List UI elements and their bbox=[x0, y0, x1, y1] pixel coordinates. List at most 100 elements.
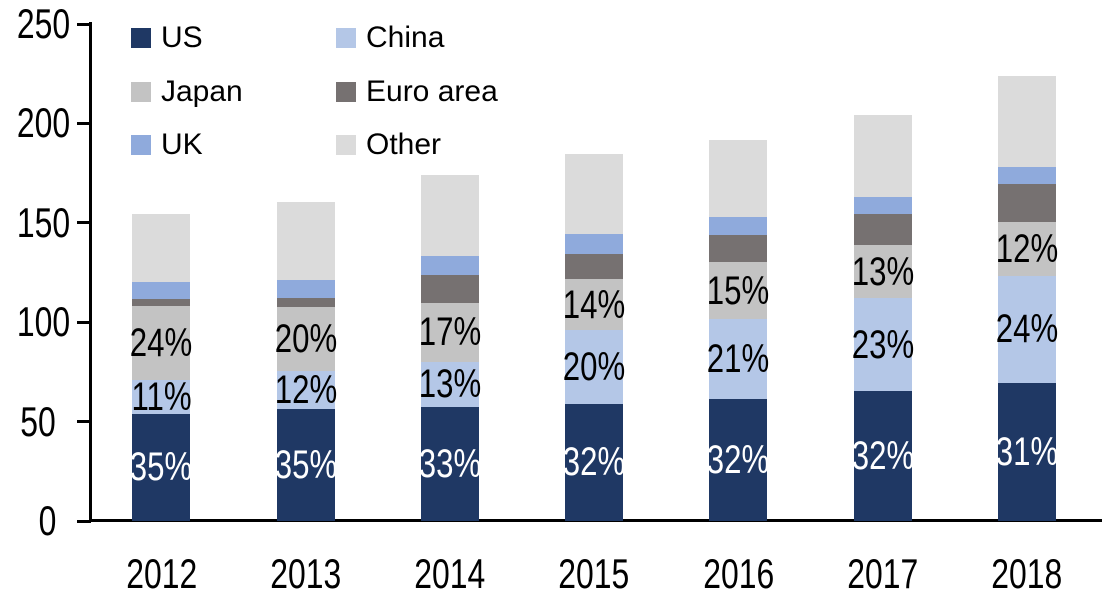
y-axis-tick-0 bbox=[77, 519, 91, 523]
bar-label-us-2013: 35% bbox=[236, 445, 376, 485]
bar-segment-japan-2012 bbox=[132, 306, 191, 381]
bar-label-us-2012: 35% bbox=[91, 447, 231, 487]
legend-swatch-other-icon bbox=[336, 135, 356, 155]
bar-label-japan-2014: 17% bbox=[380, 312, 520, 352]
bar-segment-us-2017 bbox=[853, 391, 912, 521]
y-axis-tick-label-0: 0 bbox=[0, 500, 56, 542]
y-axis-tick-250 bbox=[77, 22, 91, 26]
bar-label-china-2014: 13% bbox=[380, 364, 520, 404]
x-axis-label-2012: 2012 bbox=[89, 553, 233, 595]
x-axis-label-2014-text: 2014 bbox=[414, 550, 486, 597]
bar-label-japan-2012: 24% bbox=[91, 323, 231, 363]
bar-segment-uk-2014 bbox=[420, 256, 479, 275]
bar-segment-japan-2015 bbox=[565, 279, 624, 331]
bar-label-china-2014-text: 13% bbox=[418, 362, 482, 407]
legend-label-us-text: US bbox=[161, 21, 203, 54]
bar-label-china-2017: 23% bbox=[813, 325, 953, 365]
bar-segment-other-2017 bbox=[853, 115, 912, 197]
bar-segment-us-2016 bbox=[709, 399, 768, 521]
x-axis-label-2017: 2017 bbox=[811, 553, 955, 595]
y-axis-tick-200 bbox=[77, 121, 91, 125]
bar-label-china-2015: 20% bbox=[524, 347, 664, 387]
y-axis-tick-label-0-text: 0 bbox=[38, 497, 56, 544]
x-axis-label-2016-text: 2016 bbox=[702, 550, 774, 597]
bar-label-us-2012-text: 35% bbox=[130, 445, 193, 490]
y-axis-tick-label-50-text: 50 bbox=[20, 397, 56, 445]
bar-segment-other-2015 bbox=[565, 154, 624, 235]
bar-label-japan-2016-text: 15% bbox=[707, 268, 770, 313]
bar-label-china-2018-text: 24% bbox=[995, 307, 1058, 352]
bar-label-japan-2017-text: 13% bbox=[851, 249, 914, 294]
bar-label-china-2013: 12% bbox=[236, 370, 376, 410]
bar-label-us-2017: 32% bbox=[813, 436, 953, 476]
bar-segment-china-2015 bbox=[565, 330, 624, 404]
bar-segment-us-2012 bbox=[132, 413, 191, 521]
y-axis-line bbox=[89, 22, 92, 522]
bar-segment-other-2012 bbox=[132, 214, 191, 283]
legend-label-uk-text: UK bbox=[161, 128, 203, 161]
bar-label-china-2016-text: 21% bbox=[707, 337, 770, 382]
legend-label-us: US bbox=[161, 22, 203, 54]
bar-segment-china-2012 bbox=[132, 380, 191, 414]
y-axis-tick-100 bbox=[77, 320, 91, 324]
bar-segment-us-2015 bbox=[565, 403, 624, 521]
bar-2013 bbox=[276, 0, 335, 521]
bar-label-japan-2018: 12% bbox=[957, 229, 1097, 269]
bar-segment-uk-2018 bbox=[997, 167, 1056, 185]
legend-swatch-uk-icon bbox=[131, 135, 151, 155]
legend-label-japan: Japan bbox=[161, 75, 243, 108]
bar-2014 bbox=[420, 0, 479, 521]
legend-swatch-us-icon bbox=[131, 28, 151, 48]
y-axis-tick-label-100-text: 100 bbox=[16, 298, 71, 346]
bar-segment-other-2013 bbox=[276, 201, 335, 281]
bar-label-us-2017-text: 32% bbox=[851, 434, 914, 479]
bar-segment-japan-2017 bbox=[853, 245, 912, 298]
x-axis-label-2013-text: 2013 bbox=[270, 550, 342, 597]
bar-segment-euro-area-2017 bbox=[853, 214, 912, 246]
x-axis-label-2017-text: 2017 bbox=[847, 550, 919, 597]
x-axis-label-2015-text: 2015 bbox=[558, 550, 630, 597]
legend-swatch-japan-icon bbox=[131, 81, 151, 102]
bar-segment-other-2016 bbox=[709, 140, 768, 218]
bar-label-china-2015-text: 20% bbox=[562, 345, 626, 390]
bar-segment-euro-area-2014 bbox=[420, 274, 479, 303]
x-axis-label-2014: 2014 bbox=[378, 553, 522, 595]
y-axis-tick-label-200-text: 200 bbox=[16, 99, 71, 147]
bar-segment-china-2016 bbox=[709, 319, 768, 400]
bar-segment-japan-2014 bbox=[420, 302, 479, 362]
bar-segment-euro-area-2015 bbox=[565, 253, 624, 280]
y-axis-tick-label-250-text: 250 bbox=[16, 0, 71, 47]
y-axis-tick-label-200: 200 bbox=[0, 102, 70, 144]
bar-segment-japan-2016 bbox=[709, 262, 768, 320]
bar-segment-euro-area-2013 bbox=[276, 297, 335, 308]
bar-segment-japan-2018 bbox=[997, 222, 1056, 276]
y-axis-tick-50 bbox=[77, 420, 91, 424]
bar-label-japan-2013-text: 20% bbox=[274, 316, 337, 361]
bar-segment-china-2014 bbox=[420, 361, 479, 407]
bar-segment-us-2014 bbox=[420, 406, 479, 521]
bar-label-japan-2016: 15% bbox=[668, 271, 808, 311]
bar-label-japan-2012-text: 24% bbox=[130, 321, 193, 366]
bar-label-us-2015: 32% bbox=[524, 442, 664, 482]
x-axis-label-2018-text: 2018 bbox=[991, 550, 1063, 597]
y-axis-tick-label-150-text: 150 bbox=[16, 198, 71, 246]
bar-label-china-2017-text: 23% bbox=[851, 322, 914, 367]
bar-segment-us-2018 bbox=[997, 382, 1056, 521]
bar-segment-uk-2012 bbox=[132, 282, 191, 299]
bar-label-japan-2015: 14% bbox=[524, 285, 664, 325]
bar-segment-china-2017 bbox=[853, 297, 912, 392]
bar-label-japan-2017: 13% bbox=[813, 252, 953, 292]
bar-segment-china-2013 bbox=[276, 370, 335, 410]
y-axis-tick-label-150: 150 bbox=[0, 201, 70, 244]
y-axis-tick-label-100: 100 bbox=[0, 301, 70, 343]
bar-segment-uk-2016 bbox=[709, 217, 768, 235]
x-axis-label-2018: 2018 bbox=[955, 553, 1099, 595]
bar-2017 bbox=[853, 0, 912, 521]
bar-2016 bbox=[709, 0, 768, 521]
bar-label-us-2014-text: 33% bbox=[418, 441, 482, 486]
bar-label-china-2013-text: 12% bbox=[274, 368, 337, 413]
bar-segment-other-2018 bbox=[997, 75, 1056, 168]
bar-segment-euro-area-2012 bbox=[132, 298, 191, 307]
